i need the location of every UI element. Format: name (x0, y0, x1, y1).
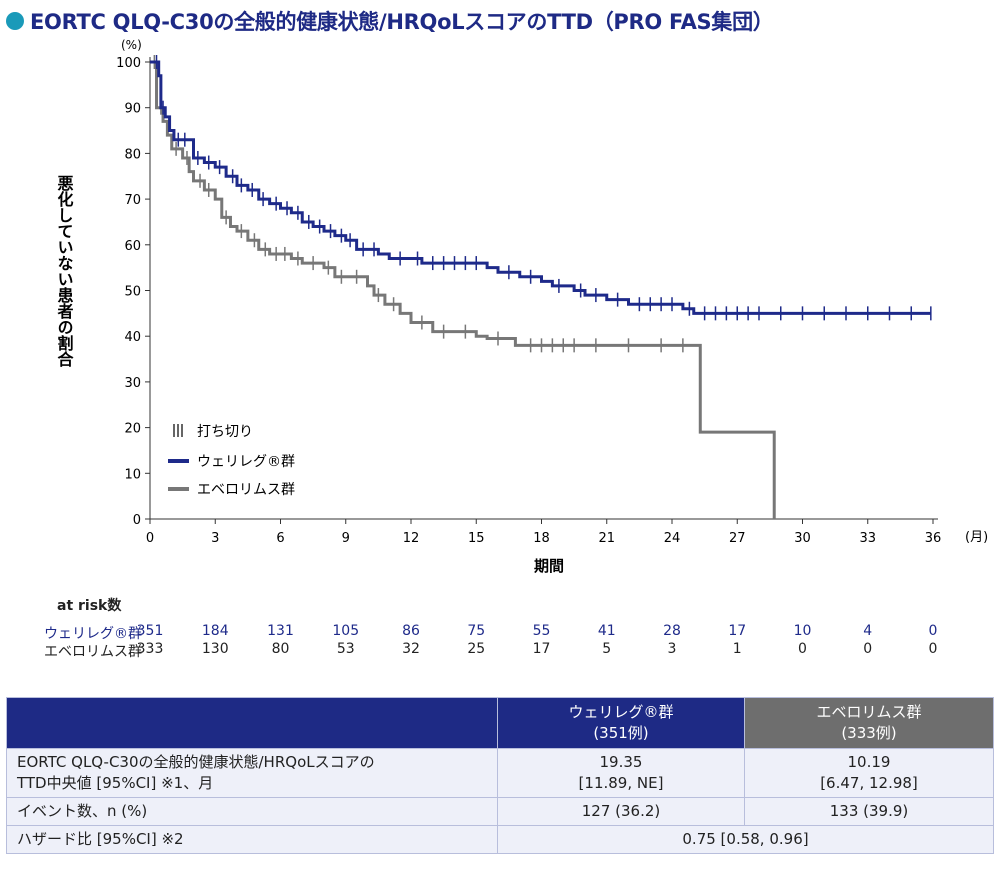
at-risk-value: 80 (271, 641, 290, 657)
cell: 19.35 [11.89, NE] (497, 748, 745, 798)
at-risk-value: 10 (793, 623, 812, 639)
at-risk-row-label: エベロリムス群 (44, 644, 142, 660)
at-risk-value: 1 (732, 641, 742, 657)
cell: 127 (36.2) (497, 797, 745, 826)
y-tick-label: 80 (124, 147, 141, 162)
y-axis-label: 悪化していない患者の割合 (55, 175, 75, 368)
row-label: ハザード比 [95%CI] ※2 (6, 825, 498, 854)
header-welireg-name: ウェリレグ®群 (568, 703, 674, 721)
at-risk-value: 55 (532, 623, 551, 639)
cell: 133 (39.9) (744, 797, 994, 826)
x-tick-label: 0 (146, 531, 154, 546)
at-risk-value: 0 (798, 641, 807, 657)
row-label: EORTC QLQ-C30の全般的健康状態/HRQoLスコアの TTD中央値 [9… (6, 748, 498, 798)
cell-ci: [6.47, 12.98] (820, 774, 918, 792)
cell-value: 10.19 (847, 753, 891, 771)
km-chart: (%) (月) 期間 悪化していない患者の割合 0102030405060708… (55, 38, 989, 575)
legend-series-1: ウェリレグ®群 (168, 454, 295, 470)
at-risk-value: 351 (136, 623, 164, 639)
header-everolimus: エベロリムス群 (333例) (744, 697, 994, 749)
at-risk-value: 3 (667, 641, 677, 657)
at-risk-value: 0 (863, 641, 873, 657)
x-unit: (月) (965, 530, 988, 545)
x-tick-label: 3 (211, 531, 219, 546)
header-welireg: ウェリレグ®群 (351例) (497, 697, 745, 749)
at-risk-value: 0 (928, 623, 938, 639)
at-risk-value: 131 (267, 623, 294, 639)
y-tick-label: 50 (124, 285, 141, 300)
x-tick-label: 6 (276, 531, 284, 546)
y-unit: (%) (121, 38, 142, 52)
x-axis-label: 期間 (534, 557, 564, 575)
y-tick-label: 40 (124, 330, 141, 345)
y-tick-label: 10 (124, 467, 141, 482)
at-risk-value: 105 (332, 623, 360, 639)
x-tick-label: 33 (859, 531, 876, 546)
y-tick-label: 0 (133, 513, 141, 528)
legend-series-2: エベロリムス群 (168, 482, 295, 498)
legend: 打ち切り ウェリレグ®群 エベロリムス群 (168, 423, 295, 498)
at-risk-value: 333 (136, 641, 164, 657)
header-everolimus-n: (333例) (841, 724, 897, 742)
at-risk-value: 130 (201, 641, 229, 657)
x-tick-label: 27 (729, 531, 746, 546)
at-risk-title: at risk数 (57, 598, 122, 614)
y-tick-label: 20 (124, 422, 141, 437)
cell-value: 19.35 (599, 753, 643, 771)
legend-series-2-label: エベロリムス群 (197, 482, 295, 498)
y-tick-label: 30 (124, 376, 141, 391)
x-tick-label: 36 (925, 531, 942, 546)
chart-title: EORTC QLQ-C30の全般的健康状態/HRQoLスコアのTTD（PRO F… (6, 6, 774, 36)
at-risk-row-label: ウェリレグ®群 (44, 626, 142, 642)
at-risk-value: 28 (663, 623, 681, 639)
at-risk-value: 0 (928, 641, 938, 657)
bullet-icon (6, 12, 24, 30)
table-row: ハザード比 [95%CI] ※2 0.75 [0.58, 0.96] (6, 825, 994, 854)
x-tick-label: 24 (664, 531, 681, 546)
at-risk-value: 17 (532, 641, 551, 657)
at-risk-value: 86 (402, 623, 420, 639)
legend-censor: 打ち切り (173, 423, 253, 440)
at-risk-value: 184 (201, 623, 229, 639)
legend-censor-label: 打ち切り (197, 423, 253, 440)
header-empty (6, 697, 498, 749)
summary-table: ウェリレグ®群 (351例) エベロリムス群 (333例) EORTC QLQ-C3… (6, 697, 994, 854)
at-risk-value: 32 (402, 641, 420, 657)
at-risk-value: 75 (467, 623, 486, 639)
at-risk-value: 4 (863, 623, 873, 639)
header-welireg-n: (351例) (593, 724, 649, 742)
km-curve (150, 60, 931, 315)
table-row: EORTC QLQ-C30の全般的健康状態/HRQoLスコアの TTD中央値 [9… (6, 748, 994, 798)
x-tick-label: 18 (533, 531, 550, 546)
cell-ci: [11.89, NE] (578, 774, 664, 792)
cell: 0.75 [0.58, 0.96] (497, 825, 994, 854)
row-label-line1: EORTC QLQ-C30の全般的健康状態/HRQoLスコアの (17, 753, 375, 771)
x-tick-label: 15 (468, 531, 485, 546)
km-curve (150, 60, 776, 519)
y-tick-label: 60 (124, 239, 141, 254)
cell: 10.19 [6.47, 12.98] (744, 748, 994, 798)
title-text: EORTC QLQ-C30の全般的健康状態/HRQoLスコアのTTD（PRO F… (30, 10, 774, 34)
series-2 (150, 55, 776, 519)
at-risk-value: 17 (728, 623, 747, 639)
header-everolimus-name: エベロリムス群 (816, 703, 922, 721)
x-tick-label: 12 (403, 531, 420, 546)
at-risk-value: 41 (597, 623, 616, 639)
x-tick-label: 21 (598, 531, 615, 546)
y-tick-label: 70 (124, 193, 141, 208)
row-label-line2: TTD中央値 [95%CI] ※1、月 (17, 774, 214, 792)
row-label: イベント数、n (%) (6, 797, 498, 826)
table-row: イベント数、n (%) 127 (36.2) 133 (39.9) (6, 797, 994, 826)
y-tick-label: 100 (116, 56, 141, 71)
at-risk-value: 5 (602, 641, 612, 657)
at-risk-value: 53 (336, 641, 355, 657)
legend-series-1-label: ウェリレグ®群 (197, 454, 295, 470)
x-tick-label: 30 (794, 531, 811, 546)
at-risk-value: 25 (467, 641, 486, 657)
series-1 (150, 55, 932, 321)
x-tick-label: 9 (342, 531, 350, 546)
y-tick-label: 90 (124, 102, 141, 117)
